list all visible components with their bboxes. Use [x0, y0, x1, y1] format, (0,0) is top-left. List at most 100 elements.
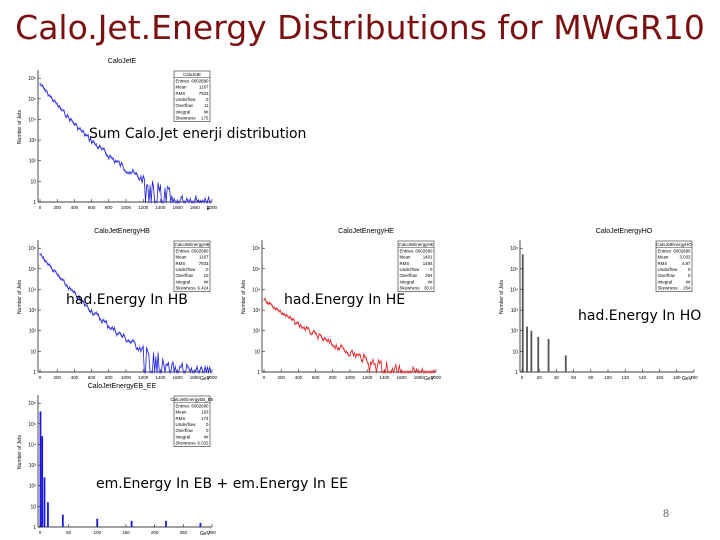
y-tick-label: 10⁶: [510, 246, 518, 252]
stats-value: 0: [430, 267, 433, 272]
y-tick-label: 10: [30, 179, 36, 185]
y-tick-label: 10⁴: [252, 287, 260, 293]
x-tick-label: 200: [151, 530, 159, 535]
stats-name: CaloJetE: [183, 72, 201, 77]
x-tick-label: 0: [39, 530, 42, 535]
stats-key: RMS: [400, 261, 410, 266]
histogram-series: [263, 297, 436, 374]
x-tick-labels: 0 200 400 600 800 1000 1200 1400 1600 1800 2000: [263, 369, 442, 380]
x-tick-labels: 0 50 100 150 200 250 300: [39, 524, 216, 535]
plot-title: CaloJetEnergyHE: [338, 228, 394, 235]
stats-value: 254: [683, 286, 691, 291]
x-axis-label: GeV: [200, 376, 211, 382]
x-tick-label: 20: [537, 375, 543, 380]
stats-key: Overflow: [176, 273, 194, 278]
histogram-bar: [61, 514, 64, 527]
y-tick-label: 10³: [511, 308, 519, 314]
x-tick-label: 160: [656, 375, 664, 380]
caption-hb: had.Energy In HB: [66, 292, 188, 308]
y-tick-label: 10: [512, 349, 518, 355]
stats-key: Underflow: [176, 267, 197, 272]
y-tick-label: 10²: [511, 329, 519, 335]
y-tick-label: 10⁵: [510, 267, 518, 273]
x-tick-label: 180: [673, 375, 681, 380]
calojet-he-chart: CaloJetEnergyHE Number of Jets GeV 0 200 4…: [241, 228, 442, 382]
plot-title: CaloJetEnergyHB: [94, 228, 150, 235]
y-tick-label: 10⁶: [252, 246, 260, 252]
stats-key: Integral: [176, 279, 191, 284]
x-tick-label: 1000: [121, 205, 132, 210]
plot-calojet-ho: CaloJetEnergyHO Number of Jets GeV 0 20 40…: [494, 222, 704, 382]
stats-value: 1167: [199, 255, 209, 260]
y-axis-label: Number of Jets: [17, 110, 23, 144]
x-tick-label: 200: [53, 375, 61, 380]
y-tick-label: 10⁴: [28, 117, 36, 123]
x-tick-label: 600: [88, 205, 96, 210]
histogram-bar: [39, 411, 42, 527]
stats-key: Skewness: [400, 286, 421, 291]
x-tick-label: 800: [105, 205, 113, 210]
plot-calojet-he: CaloJetEnergyHE Number of Jets GeV 0 200 4…: [236, 222, 446, 382]
caption-he: had.Energy In HE: [284, 292, 406, 308]
stats-value: 4.97: [682, 261, 691, 266]
x-tick-label: 1800: [190, 375, 201, 380]
x-tick-label: 0: [39, 375, 42, 380]
stats-frame: [173, 395, 211, 447]
histogram-series: [39, 411, 202, 527]
y-axis-label: Number of Jets: [499, 280, 505, 314]
x-tick-label: 0: [521, 375, 524, 380]
y-axis-label: Number of Jets: [17, 435, 23, 469]
stats-key: Integral: [176, 434, 191, 439]
x-tick-labels: 0 20 40 60 80 100 120 140 160 180 200: [521, 369, 698, 380]
histogram-bar: [43, 477, 46, 527]
x-axis-label: GeV: [200, 531, 211, 537]
stats-value: 174: [201, 416, 209, 421]
page-number: 8: [663, 508, 670, 520]
y-tick-label: 10³: [29, 138, 37, 144]
y-axis-label: Number of Jets: [17, 280, 23, 314]
x-tick-label: 150: [122, 530, 130, 535]
x-tick-label: 1800: [414, 375, 425, 380]
x-axis-label: GeV: [424, 376, 435, 382]
x-tick-labels: 0 200 400 600 800 1000 1200 1400 1600 1800 2000: [39, 199, 218, 210]
x-axis-label: GeV: [682, 376, 693, 382]
histogram-line: [263, 298, 436, 374]
x-tick-label: 2000: [431, 375, 442, 380]
stats-value: 3.033: [680, 255, 692, 260]
x-tick-label: 40: [554, 375, 560, 380]
x-tick-label: 200: [277, 375, 285, 380]
stats-key: Entries: [176, 248, 190, 253]
stats-value: ##: [428, 279, 433, 284]
plot-title: CaloJetEnergyEB_EE: [88, 383, 157, 390]
y-tick-label: 10⁵: [28, 97, 36, 103]
y-tick-label: 10: [30, 504, 36, 510]
plot-calojet-ebee: CaloJetEnergyEB_EE Number of Jets GeV 0 5…: [12, 377, 222, 537]
x-tick-label: 200: [53, 205, 61, 210]
stats-key: Underflow: [176, 422, 197, 427]
stats-value: ##: [686, 279, 691, 284]
histogram-bar: [547, 338, 550, 372]
x-tick-label: 1200: [362, 375, 373, 380]
y-tick-label: 10⁵: [28, 267, 36, 273]
plot-calojet-hb: CaloJetEnergyHB Number of Jets GeV 0 200 4…: [12, 222, 222, 382]
stats-key: Overflow: [658, 273, 676, 278]
y-tick-labels: 1 10 10² 10³ 10⁴ 10⁵ 10⁶: [510, 246, 523, 376]
x-tick-label: 400: [71, 205, 79, 210]
stats-key: Overflow: [176, 428, 194, 433]
x-tick-label: 400: [71, 375, 79, 380]
stats-value: 1167: [199, 85, 209, 90]
stats-value: 0: [206, 428, 209, 433]
slide-title: Calo.Jet.Energy Distributions for MWGR10: [15, 8, 705, 47]
calojet-e-chart: CaloJetE Number of Jets E 0 200 400 600 800 1…: [17, 58, 218, 212]
x-tick-labels: 0 200 400 600 800 1000 1200 1400 1600 1800 2000: [39, 369, 218, 380]
stats-key: Mean: [176, 255, 188, 260]
stats-value: 7933: [199, 91, 209, 96]
y-tick-label: 10²: [29, 484, 37, 490]
stats-value: ##: [204, 109, 209, 114]
histogram-line: [39, 253, 212, 374]
stats-name: CaloJetEnergyEB_EE: [171, 397, 214, 402]
x-tick-label: 120: [621, 375, 629, 380]
calojet-ebee-chart: CaloJetEnergyEB_EE Number of Jets GeV 0 5…: [17, 383, 216, 537]
